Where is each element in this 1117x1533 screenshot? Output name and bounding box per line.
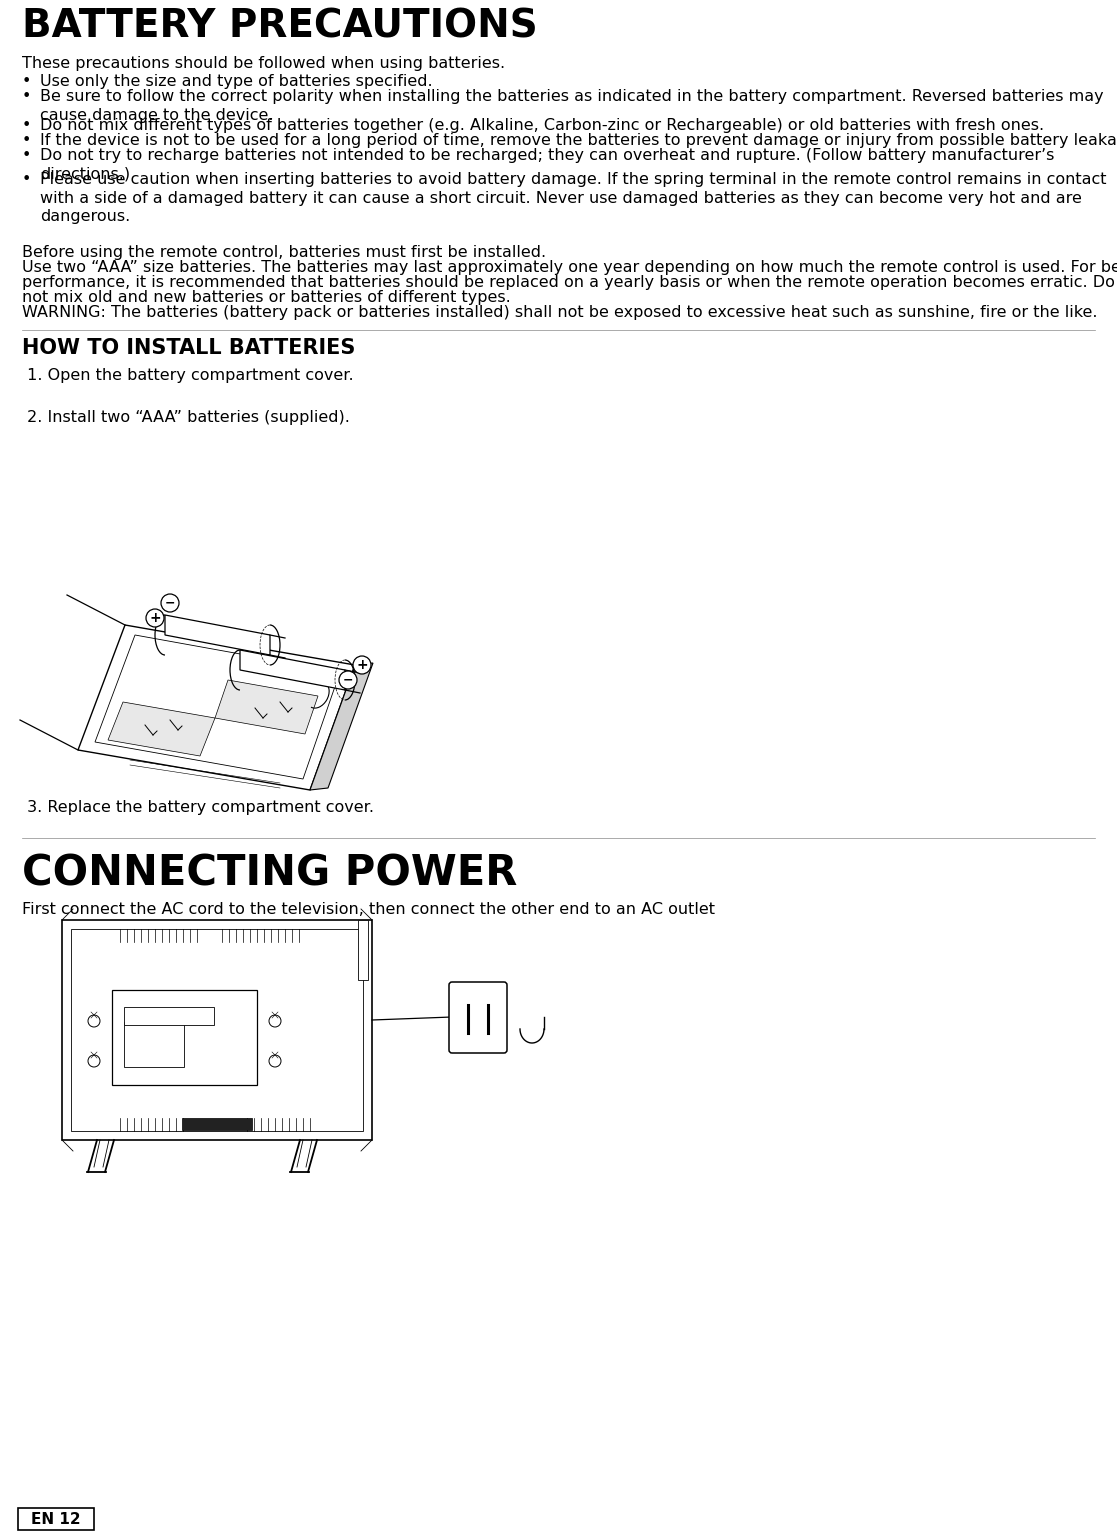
Text: +: +: [356, 658, 367, 671]
Bar: [112, 990, 257, 1085]
Text: •: •: [22, 172, 31, 187]
Text: Before using the remote control, batteries must first be installed.: Before using the remote control, batteri…: [22, 245, 546, 261]
Text: BATTERY PRECAUTIONS: BATTERY PRECAUTIONS: [22, 8, 537, 46]
Bar: [18, 1508, 94, 1530]
FancyBboxPatch shape: [449, 983, 507, 1053]
Text: 1. Open the battery compartment cover.: 1. Open the battery compartment cover.: [22, 368, 354, 383]
Text: +: +: [150, 612, 161, 625]
Text: WARNING: The batteries (battery pack or batteries installed) shall not be expose: WARNING: The batteries (battery pack or …: [22, 305, 1098, 320]
Bar: [182, 1118, 252, 1130]
Circle shape: [88, 1015, 101, 1027]
Bar: [124, 1007, 214, 1026]
Text: performance, it is recommended that batteries should be replaced on a yearly bas: performance, it is recommended that batt…: [22, 274, 1115, 290]
Bar: [359, 920, 367, 980]
Text: 2. Install two “AAA” batteries (supplied).: 2. Install two “AAA” batteries (supplied…: [22, 409, 350, 425]
Text: Please use caution when inserting batteries to avoid battery damage. If the spri: Please use caution when inserting batter…: [40, 172, 1107, 224]
Polygon shape: [214, 681, 318, 734]
Text: Do not try to recharge batteries not intended to be recharged; they can overheat: Do not try to recharge batteries not int…: [40, 149, 1054, 181]
Circle shape: [338, 671, 357, 688]
Circle shape: [161, 593, 179, 612]
Circle shape: [269, 1015, 281, 1027]
Text: −: −: [343, 673, 353, 687]
Text: •: •: [22, 149, 31, 162]
Polygon shape: [311, 662, 373, 789]
Circle shape: [269, 1055, 281, 1067]
Text: HOW TO INSTALL BATTERIES: HOW TO INSTALL BATTERIES: [22, 337, 355, 359]
Text: •: •: [22, 118, 31, 133]
Bar: [124, 1023, 184, 1067]
Text: Be sure to follow the correct polarity when installing the batteries as indicate: Be sure to follow the correct polarity w…: [40, 89, 1104, 123]
Text: Do not mix different types of batteries together (e.g. Alkaline, Carbon-zinc or : Do not mix different types of batteries …: [40, 118, 1044, 133]
Polygon shape: [240, 650, 345, 690]
Polygon shape: [108, 702, 214, 756]
Text: First connect the AC cord to the television, then connect the other end to an AC: First connect the AC cord to the televis…: [22, 901, 715, 917]
Text: •: •: [22, 89, 31, 104]
Bar: [71, 929, 363, 1131]
Polygon shape: [165, 615, 270, 655]
Circle shape: [353, 656, 371, 675]
Text: CONNECTING POWER: CONNECTING POWER: [22, 852, 517, 894]
Text: Use only the size and type of batteries specified.: Use only the size and type of batteries …: [40, 74, 432, 89]
Circle shape: [88, 1055, 101, 1067]
Text: not mix old and new batteries or batteries of different types.: not mix old and new batteries or batteri…: [22, 290, 510, 305]
Circle shape: [146, 609, 164, 627]
Text: EN 12: EN 12: [31, 1512, 80, 1527]
Text: •: •: [22, 74, 31, 89]
Text: 3. Replace the battery compartment cover.: 3. Replace the battery compartment cover…: [22, 800, 374, 816]
Polygon shape: [78, 625, 355, 789]
Text: If the device is not to be used for a long period of time, remove the batteries : If the device is not to be used for a lo…: [40, 133, 1117, 149]
Bar: [63, 920, 372, 1141]
Text: •: •: [22, 133, 31, 149]
Text: Use two “AAA” size batteries. The batteries may last approximately one year depe: Use two “AAA” size batteries. The batter…: [22, 261, 1117, 274]
Text: −: −: [164, 596, 175, 610]
Text: These precautions should be followed when using batteries.: These precautions should be followed whe…: [22, 57, 505, 71]
